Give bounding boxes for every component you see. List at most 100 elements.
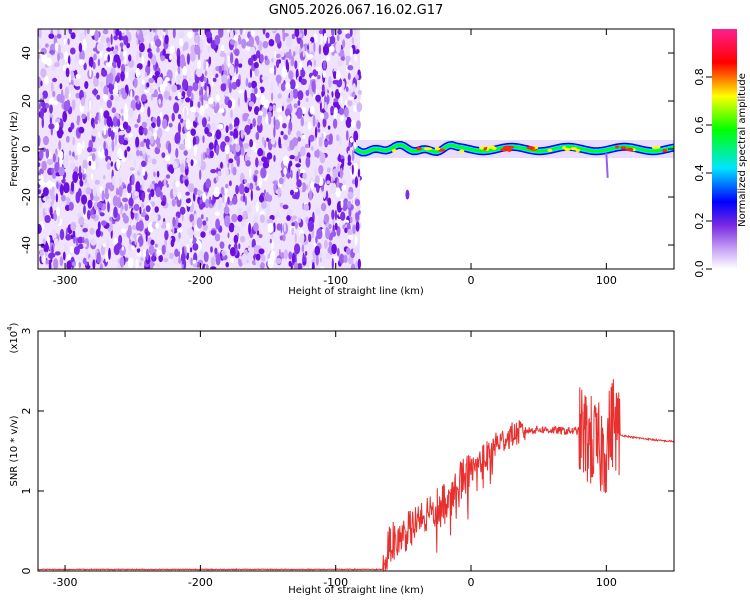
noise-blob [347, 228, 353, 235]
noise-blob [282, 234, 286, 242]
noise-blob [111, 175, 116, 186]
noise-blob [89, 227, 95, 235]
noise-blob [90, 239, 97, 246]
noise-blob [232, 121, 235, 126]
noise-blob [254, 169, 259, 175]
noise-blob [196, 217, 203, 229]
noise-blob [163, 178, 167, 187]
noise-blob [82, 174, 86, 181]
noise-blob [258, 110, 263, 116]
noise-blob [95, 228, 101, 238]
noise-blob [85, 187, 92, 195]
noise-blob [180, 89, 183, 94]
colorbar: 0.0 0.2 0.4 0.6 0.8 Normalized spectral ampl… [693, 29, 748, 278]
noise-blob [40, 243, 45, 248]
noise-blob [196, 190, 203, 195]
noise-blob [40, 80, 43, 87]
noise-blob [333, 107, 338, 116]
noise-blob [300, 29, 303, 34]
noise-blob [240, 129, 244, 139]
noise-blob [49, 188, 55, 197]
noise-blob [252, 142, 257, 148]
noise-blob [237, 214, 243, 222]
noise-blob [90, 214, 96, 219]
noise-blob [259, 54, 264, 63]
noise-blob [347, 191, 354, 200]
noise-blob [49, 104, 53, 114]
noise-blob [163, 258, 169, 263]
noise-blob [81, 113, 86, 120]
noise-blob [355, 212, 360, 221]
noise-blob [268, 39, 275, 47]
noise-blob [199, 199, 203, 205]
noise-blob [49, 117, 53, 125]
noise-blob [325, 227, 330, 240]
noise-blob [220, 44, 225, 52]
noise-blob [93, 195, 100, 202]
noise-blob [142, 179, 145, 189]
noise-blob [127, 183, 132, 194]
noise-blob [338, 107, 345, 115]
noise-blob [45, 148, 50, 159]
noise-blob [353, 104, 358, 113]
noise-blob [92, 121, 95, 130]
noise-blob [242, 210, 248, 220]
noise-blob [142, 249, 147, 258]
noise-blob [93, 53, 97, 61]
noise-blob [257, 148, 264, 157]
noise-blob [303, 107, 307, 113]
noise-blob [185, 119, 191, 131]
spectrogram-heatmap [38, 29, 674, 269]
noise-blob [78, 59, 85, 66]
noise-blob [291, 227, 295, 236]
noise-blob [119, 42, 124, 47]
noise-blob [296, 130, 301, 138]
noise-blob [319, 152, 326, 164]
noise-blob [338, 153, 341, 162]
noise-blob [229, 30, 234, 40]
noise-blob [182, 45, 186, 52]
noise-blob [224, 144, 230, 155]
noise-blob [285, 82, 291, 90]
noise-blob [70, 47, 76, 55]
noise-blob [71, 99, 76, 111]
noise-blob [51, 167, 54, 174]
noise-blob [150, 135, 154, 145]
noise-blob [309, 181, 314, 190]
noise-blob [44, 75, 49, 86]
spectrogram-xtick-label: 100 [596, 274, 617, 287]
noise-blob [263, 189, 266, 195]
noise-blob [48, 123, 55, 130]
noise-blob [346, 58, 349, 68]
noise-blob [240, 235, 246, 243]
noise-blob [173, 102, 180, 114]
noise-blob [331, 230, 337, 237]
noise-blob [234, 48, 240, 57]
noise-blob [59, 83, 63, 90]
noise-blob [118, 30, 122, 41]
noise-blob [95, 72, 100, 79]
noise-blob [96, 252, 100, 264]
noise-blob [300, 78, 307, 86]
noise-blob [83, 188, 86, 194]
noise-blob [43, 172, 48, 183]
noise-blob [219, 52, 226, 57]
noise-blob [107, 145, 113, 158]
noise-blob [118, 131, 125, 136]
noise-blob [99, 97, 103, 105]
noise-blob [141, 56, 145, 64]
noise-blob [190, 128, 196, 136]
noise-blob [70, 70, 75, 81]
noise-blob [240, 146, 245, 156]
noise-blob [253, 106, 260, 115]
noise-blob [211, 229, 216, 236]
noise-blob [54, 121, 60, 132]
noise-blob [50, 252, 56, 258]
noise-blob [328, 133, 333, 144]
noise-blob [86, 29, 90, 35]
noise-blob [265, 32, 270, 39]
noise-blob [323, 213, 330, 224]
noise-blob [248, 101, 255, 107]
noise-blob [336, 247, 340, 257]
noise-blob [142, 29, 148, 37]
